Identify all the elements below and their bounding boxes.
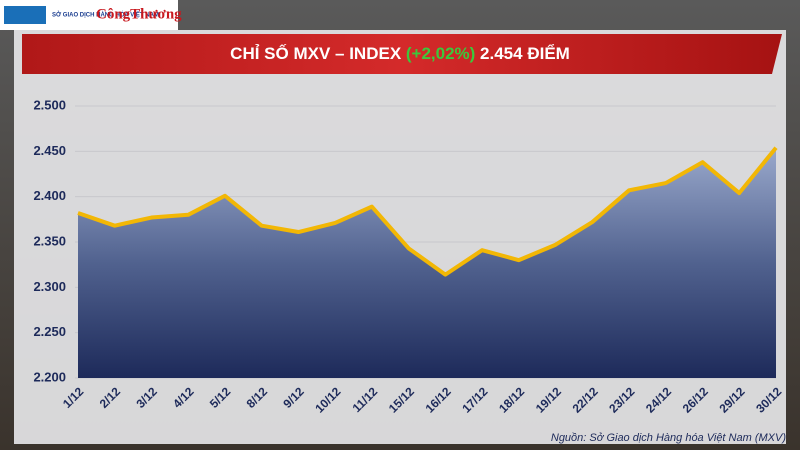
y-tick-label: 2.200 bbox=[33, 369, 66, 384]
title-suffix: 2.454 ĐIỂM bbox=[475, 44, 570, 63]
y-tick-label: 2.250 bbox=[33, 324, 66, 339]
source: Nguồn: Sở Giao dịch Hàng hóa Việt Nam (M… bbox=[551, 432, 786, 444]
logo-text: SỞ GIAO DỊCH HÀNG HÓA VIỆT NAM bbox=[52, 11, 159, 19]
chart-title: CHỈ SỐ MXV – INDEX (+2,02%) 2.454 ĐIỂM bbox=[230, 43, 570, 63]
line bbox=[77, 146, 778, 277]
y-tick-label: 2.400 bbox=[33, 188, 66, 203]
publisher: CôngThương bbox=[96, 6, 182, 22]
title-banner bbox=[22, 34, 782, 74]
title-change: (+2,02%) bbox=[406, 44, 475, 63]
title-prefix: CHỈ SỐ MXV – INDEX bbox=[230, 43, 406, 63]
y-tick-label: 2.350 bbox=[33, 233, 66, 248]
logo-icon bbox=[4, 6, 46, 24]
y-tick-label: 2.300 bbox=[33, 279, 66, 294]
y-tick-label: 2.450 bbox=[33, 143, 66, 158]
y-tick-label: 2.500 bbox=[33, 97, 66, 112]
